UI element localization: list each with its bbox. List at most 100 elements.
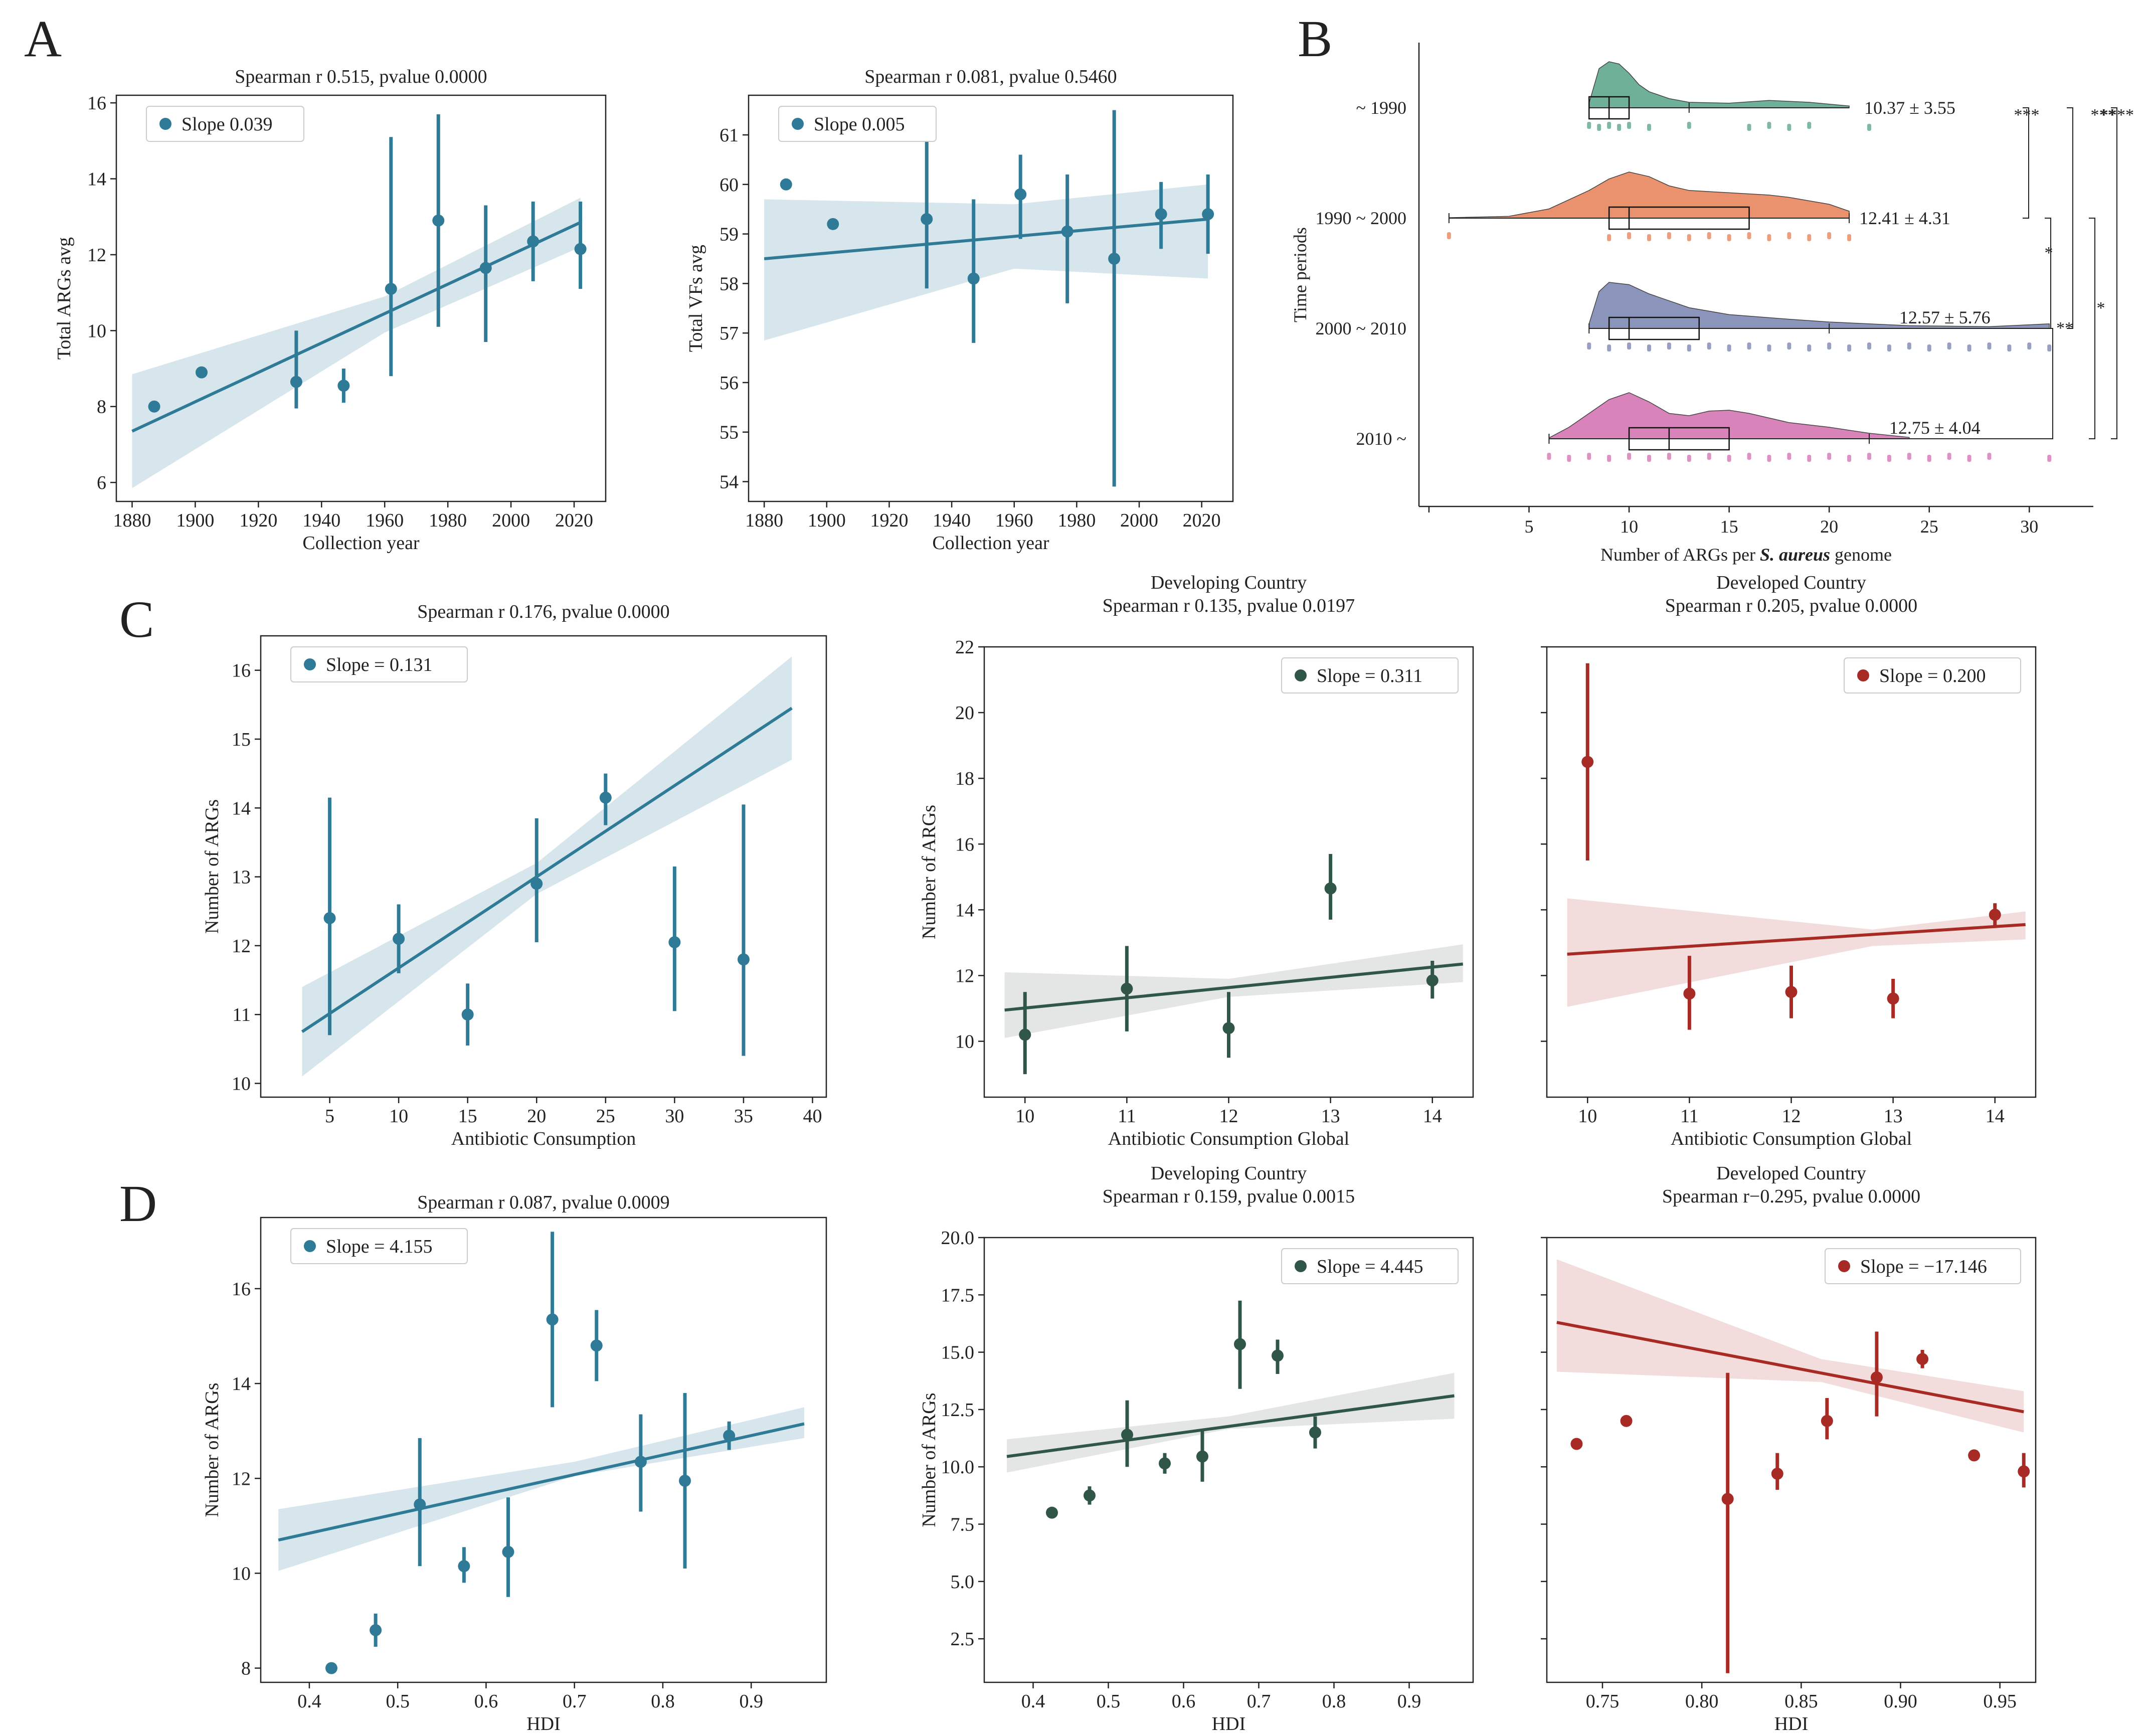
y-tick-label: 10.0 [941,1457,975,1478]
data-point [546,1313,559,1326]
data-point [1061,225,1073,238]
x-tick-label: 30 [665,1106,684,1127]
x-tick-label: 1980 [1057,510,1096,531]
x-tick-label: 0.8 [651,1691,675,1712]
rain-dot [1667,453,1671,460]
y-axis-label: Number of ARGs [919,1393,940,1527]
y-tick-label: 14 [87,169,106,190]
significance-label: * [2045,244,2053,262]
legend-label: Slope = −17.146 [1860,1256,1987,1277]
legend-marker [304,1240,316,1252]
data-point [599,791,612,804]
significance-label: **** [2100,106,2134,124]
confidence-band [278,1407,804,1571]
x-tick-label: 1960 [366,510,404,531]
legend-label: Slope 0.005 [814,114,905,135]
rain-dot [1987,453,1992,460]
regression-line [1004,962,1463,1012]
confidence-band [1567,898,2026,1007]
significance-bracket [2023,107,2029,219]
axes-frame [115,94,607,502]
x-tick-label: 5 [1525,516,1534,537]
y-tick-label: 12 [232,936,251,957]
data-point [148,400,160,413]
panel-letter-a: A [24,10,62,68]
rain-dot [1787,453,1791,460]
regression-line [764,217,1208,260]
x-tick-label: 15 [1720,516,1738,537]
rain-dot [1607,344,1611,352]
rain-dot [2047,344,2052,352]
x-tick-label: 0.80 [1685,1691,1719,1712]
data-point [1916,1353,1929,1365]
x-axis-label: HDI [1774,1713,1809,1734]
y-axis-label: Total ARGs avg [54,237,75,360]
data-point [780,178,792,191]
data-point [2018,1465,2030,1478]
axes-frame [260,635,827,1098]
rain-dot [1747,232,1751,239]
y-tick-label: 15.0 [941,1342,975,1363]
rain-dot [1967,344,1972,352]
y-tick-label: 12 [87,245,106,266]
x-tick-label: 1920 [239,510,277,531]
data-point [1785,986,1798,998]
rain-dot [1907,453,1911,460]
legend-box [146,106,304,142]
panel-letter-d: D [119,1175,157,1233]
rain-dot [1617,124,1622,131]
data-point [370,1624,382,1636]
rain-dot [1847,234,1852,241]
x-tick-label: 0.6 [1172,1691,1196,1712]
rain-dot [1627,453,1632,460]
chart-subtitle: Spearman r 0.135, pvalue 0.0197 [1103,595,1355,616]
significance-label: *** [2091,106,2116,124]
box-iqr [1628,427,1730,451]
rain-dot [1687,344,1691,352]
regression-line [131,221,581,433]
legend-box [1281,1248,1459,1284]
density-cloud [1588,61,1850,108]
group-label: ~ 1990 [1356,98,1406,118]
data-point [921,213,933,225]
significance-bracket [2089,218,2095,439]
panel-letter-c: C [119,591,154,648]
rain-dot [1767,455,1771,462]
x-tick-label: 0.9 [739,1691,763,1712]
rain-dot [1927,344,1931,352]
x-tick-label: 0.95 [1983,1691,2017,1712]
x-tick-label: 14 [1986,1106,2005,1127]
rain-dot [1707,453,1711,460]
chart-title: Developing Country [1151,1163,1307,1184]
rain-dot [1767,234,1771,241]
legend-label: Slope = 0.311 [1317,665,1422,686]
x-axis-label: Collection year [302,533,420,554]
y-tick-label: 61 [720,125,739,146]
group-label: 1990 ~ 2000 [1316,208,1406,228]
density-cloud [1588,282,2050,329]
y-tick-label: 16 [955,834,974,855]
chart-a1-collection-year-args: Spearman r 0.515, pvalue 0.0000 1880 1900 1… [54,66,607,554]
rain-dot [1567,455,1571,462]
confidence-band [132,198,581,488]
confidence-band [1004,944,1463,1038]
x-tick-label: 0.5 [386,1691,410,1712]
data-point [1014,188,1027,201]
y-tick-label: 57 [720,323,739,344]
rain-dot [1707,342,1711,350]
legend-label: Slope = 4.155 [326,1236,433,1257]
rain-dot [1687,122,1691,129]
chart-title: Developing Country [1151,572,1307,593]
x-label-suffix: genome [1830,545,1892,565]
x-tick-label: 20 [527,1106,546,1127]
regression-line [1006,1394,1455,1458]
box-iqr [1608,316,1700,340]
chart-title: Spearman r 0.515, pvalue 0.0000 [235,66,487,87]
legend-label: Slope = 0.131 [326,654,433,675]
data-point [196,366,208,379]
rain-dot [1787,342,1791,350]
y-tick-label: 20.0 [941,1228,975,1249]
data-point [634,1456,647,1468]
legend-marker [1838,1260,1850,1272]
legend-box [1281,657,1459,693]
